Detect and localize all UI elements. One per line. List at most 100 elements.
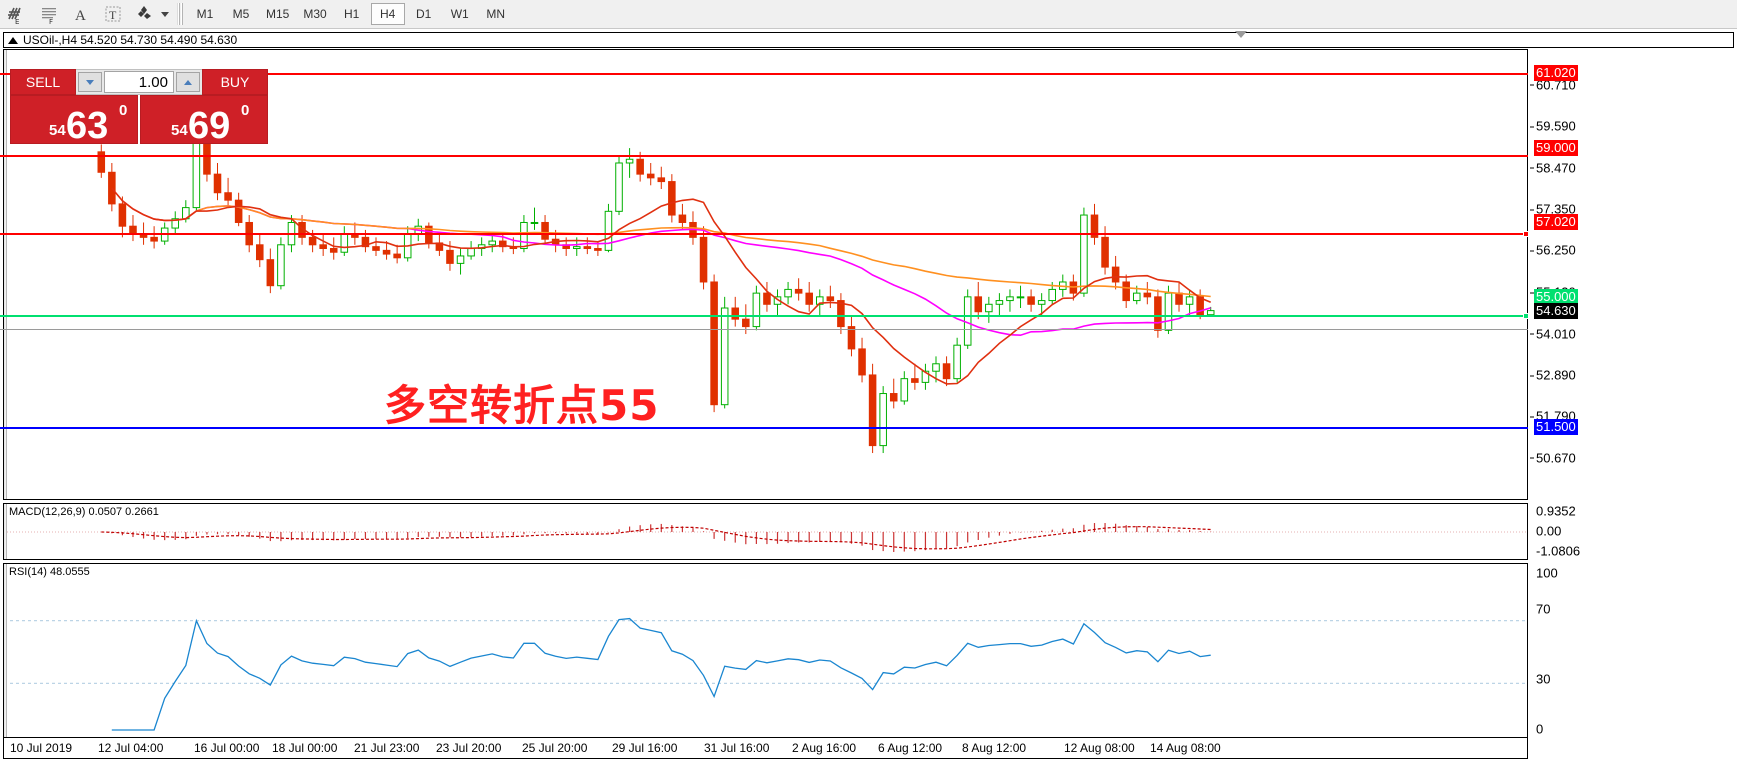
timeframe-h4[interactable]: H4 — [370, 3, 405, 25]
time-axis-label: 6 Aug 12:00 — [878, 741, 943, 755]
trade-panel-top-row: SELL 1.00 BUY — [10, 69, 268, 95]
price-axis-tick: 52.890 — [1530, 367, 1576, 383]
price-axis-tick: 50.670 — [1530, 450, 1576, 466]
rsi-axis-tick: 0 — [1536, 721, 1544, 737]
time-axis-label: 12 Aug 08:00 — [1064, 741, 1135, 755]
time-axis[interactable]: 10 Jul 2019 12 Jul 04:00 16 Jul 00:00 18 Ju… — [3, 738, 1528, 759]
volume-input[interactable]: 1.00 — [104, 71, 174, 93]
svg-text:T: T — [109, 8, 117, 22]
volume-increase-button[interactable] — [176, 72, 200, 92]
volume-stepper[interactable]: 1.00 — [76, 69, 202, 95]
dropdown-caret-icon[interactable] — [161, 11, 169, 17]
time-axis-label: 16 Jul 00:00 — [194, 741, 260, 755]
price-axis-tick: 57.350 — [1530, 201, 1576, 217]
rsi-pane-handle[interactable] — [4, 564, 7, 737]
price-level-label-resistance[interactable]: 57.020 — [1534, 213, 1578, 230]
time-axis-label: 12 Jul 04:00 — [98, 741, 164, 755]
timeframe-mn[interactable]: MN — [486, 7, 506, 21]
time-axis-label: 18 Jul 00:00 — [272, 741, 338, 755]
timeframe-m15[interactable]: M15 — [266, 7, 290, 21]
chart-title-bar: USOil-,H4 54.520 54.730 54.490 54.630 — [3, 31, 1734, 48]
time-axis-label: 8 Aug 12:00 — [962, 741, 1027, 755]
resistance-line-57020[interactable] — [0, 231, 1529, 237]
price-level-label-pivot[interactable]: 55.000 — [1534, 288, 1578, 305]
time-axis-label: 10 Jul 2019 — [10, 741, 73, 755]
toolbar-grip[interactable] — [177, 3, 183, 25]
buy-price-display[interactable]: 54 69 0 — [140, 95, 268, 147]
time-axis-label: 23 Jul 20:00 — [436, 741, 502, 755]
volume-decrease-button[interactable] — [78, 72, 102, 92]
time-axis-label: 2 Aug 16:00 — [792, 741, 857, 755]
chart-annotation-text[interactable]: 多空转折点55 — [384, 381, 660, 430]
resistance-line-59000[interactable] — [0, 155, 1528, 157]
macd-axis-tick: -1.0806 — [1536, 543, 1581, 559]
price-axis-tick: 54.010 — [1530, 326, 1576, 342]
rsi-axis-tick: 30 — [1536, 671, 1551, 687]
pivot-line-55000[interactable] — [0, 313, 1529, 319]
line-anchor-handle[interactable] — [1523, 231, 1529, 237]
minimize-arrow-icon[interactable] — [1235, 31, 1247, 38]
timeframe-m30[interactable]: M30 — [303, 7, 327, 21]
collapse-triangle-icon[interactable] — [8, 36, 18, 44]
line-anchor-handle[interactable] — [1523, 313, 1529, 319]
current-price-line — [0, 329, 1528, 330]
price-axis-tick: 59.590 — [1530, 118, 1576, 134]
time-axis-label: 25 Jul 20:00 — [522, 741, 588, 755]
main-toolbar: E F A T M1 M5 M15 — [0, 0, 1737, 29]
rsi-plot — [4, 617, 1527, 731]
resistance-line-61020[interactable] — [0, 73, 1528, 75]
timeframe-w1[interactable]: W1 — [450, 7, 469, 21]
text-box-icon[interactable]: T — [98, 1, 128, 27]
sell-price-main: 63 — [66, 105, 109, 147]
price-level-label-support[interactable]: 51.500 — [1534, 419, 1578, 435]
buy-price-prefix: 54 — [171, 122, 188, 139]
macd-axis-scale[interactable]: 0.9352 0.00 -1.0806 — [1530, 503, 1735, 560]
macd-plot — [4, 523, 1527, 552]
price-level-label-resistance[interactable]: 59.000 — [1534, 140, 1578, 157]
buy-price-fraction: 0 — [241, 102, 250, 119]
price-level-label-resistance[interactable]: 61.020 — [1534, 65, 1578, 81]
chevron-down-icon — [86, 79, 94, 85]
time-axis-label: 14 Aug 08:00 — [1150, 741, 1221, 755]
timeframe-m1[interactable]: M1 — [196, 7, 214, 21]
macd-axis-tick: 0.9352 — [1536, 503, 1576, 519]
price-level-label-current_price[interactable]: 54.630 — [1534, 302, 1578, 319]
one-click-trading-panel[interactable]: SELL 1.00 BUY 54 63 0 54 69 0 — [10, 69, 268, 147]
sell-price-prefix: 54 — [49, 122, 66, 139]
text-label-icon[interactable]: A — [66, 1, 96, 27]
svg-text:A: A — [75, 8, 86, 24]
macd-pane-handle[interactable] — [4, 504, 7, 559]
time-axis-label: 31 Jul 16:00 — [704, 741, 770, 755]
rsi-axis-tick: 100 — [1536, 565, 1558, 581]
timeframe-d1[interactable]: D1 — [416, 7, 432, 21]
rsi-axis-scale[interactable]: 100 70 30 0 — [1530, 563, 1735, 738]
trade-panel-price-row: 54 63 0 54 69 0 — [10, 95, 268, 147]
timeframe-h1[interactable]: H1 — [344, 7, 360, 21]
macd-pane[interactable]: MACD(12,26,9) 0.0507 0.2661 — [3, 503, 1528, 560]
grid-icon[interactable]: F — [34, 1, 64, 27]
price-pane-handle[interactable] — [4, 50, 7, 499]
price-axis-tick: 56.250 — [1530, 242, 1576, 258]
price-axis-scale[interactable]: 60.71059.59058.47057.35056.25055.13054.0… — [1530, 49, 1735, 500]
chevron-up-icon — [184, 79, 192, 85]
sell-button[interactable]: SELL — [10, 69, 76, 95]
chart-title-text: USOil-,H4 54.520 54.730 54.490 54.630 — [23, 33, 238, 47]
support-line-51500[interactable] — [0, 427, 1528, 429]
time-axis-label: 21 Jul 23:00 — [354, 741, 420, 755]
sell-price-display[interactable]: 54 63 0 — [10, 95, 138, 147]
sell-price-fraction: 0 — [119, 102, 128, 119]
price-axis-tick: 58.470 — [1530, 160, 1576, 176]
buy-price-main: 69 — [188, 105, 231, 147]
candlestick-plot — [97, 125, 1215, 454]
svg-text:F: F — [49, 18, 53, 26]
timeframe-m5[interactable]: M5 — [232, 7, 250, 21]
rsi-axis-tick: 70 — [1536, 601, 1551, 617]
rsi-pane[interactable]: RSI(14) 48.0555 — [3, 563, 1528, 738]
time-axis-label: 29 Jul 16:00 — [612, 741, 678, 755]
svg-text:E: E — [15, 18, 19, 26]
objects-icon[interactable] — [130, 1, 160, 27]
macd-axis-tick: 0.00 — [1536, 523, 1562, 539]
indicators-icon[interactable]: E — [2, 1, 32, 27]
chart-window: USOil-,H4 54.520 54.730 54.490 54.630 多空… — [0, 29, 1737, 759]
buy-button[interactable]: BUY — [202, 69, 268, 95]
